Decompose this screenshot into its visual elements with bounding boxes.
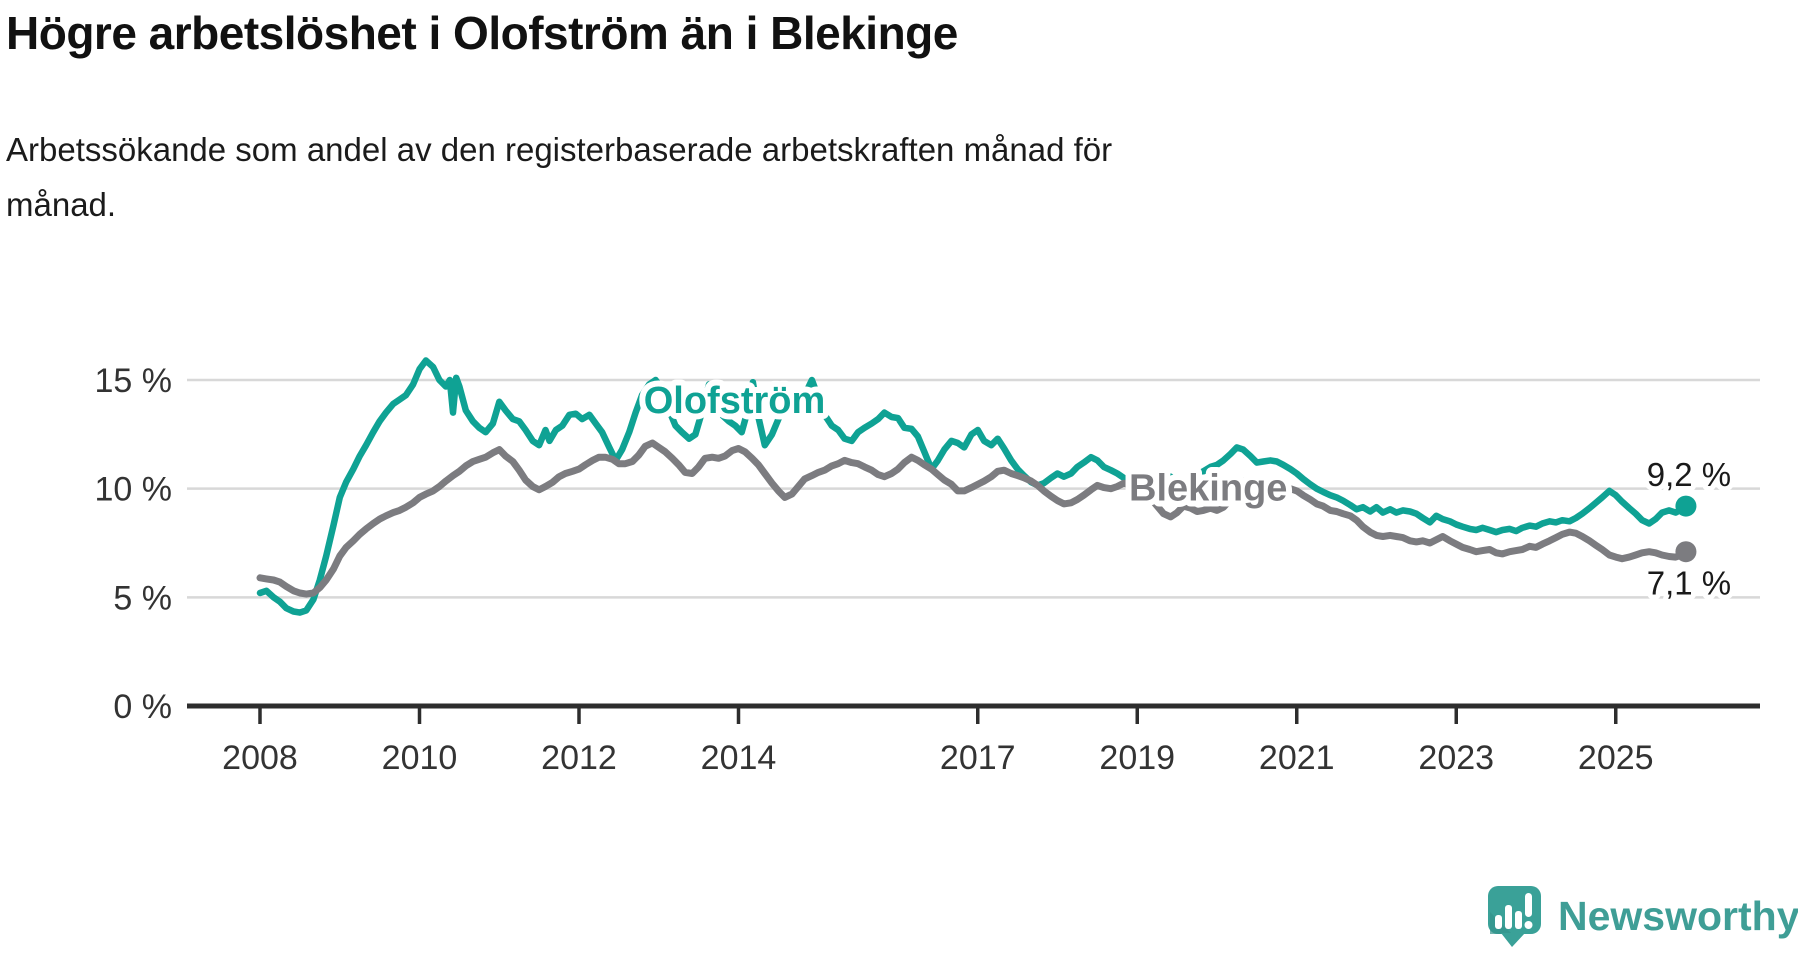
newsworthy-logo: Newsworthy	[1488, 886, 1798, 947]
series-line-blekinge	[256, 439, 1690, 598]
x-tick-label-2025: 2025	[1578, 739, 1654, 777]
newsworthy-wordmark: Newsworthy	[1558, 893, 1798, 939]
page-title: Högre arbetslöshet i Olofström än i Blek…	[6, 7, 958, 59]
series-annotations: Olofström 9,2 % Blekinge 7,1 %	[638, 374, 1736, 607]
y-tick-label-5: 5 %	[113, 579, 172, 617]
x-tick-label-2021: 2021	[1259, 739, 1335, 777]
x-axis-labels: 2008 2010 2012 2014 2017 2019 2021 2023 2025	[222, 739, 1653, 777]
x-tick-label-2008: 2008	[222, 739, 298, 777]
x-tick-label-2017: 2017	[940, 739, 1016, 777]
end-value-label-blekinge: 7,1 %	[1647, 565, 1731, 602]
series-line-olofström	[256, 357, 1690, 616]
y-axis-labels: 0 % 5 % 10 % 15 %	[95, 362, 173, 726]
end-dot-olofström	[1675, 495, 1697, 517]
series-lines	[256, 357, 1690, 616]
x-axis	[187, 703, 1760, 724]
chart-subtitle-line2: månad.	[6, 186, 117, 223]
series-label-olofström: Olofström	[644, 380, 826, 422]
end-value-label-olofström: 9,2 %	[1647, 456, 1731, 493]
y-tick-label-10: 10 %	[95, 471, 173, 509]
x-tick-label-2019: 2019	[1099, 739, 1175, 777]
y-tick-label-0: 0 %	[113, 688, 172, 726]
y-tick-label-15: 15 %	[95, 362, 173, 400]
end-dot-blekinge	[1675, 541, 1697, 563]
x-tick-label-2012: 2012	[541, 739, 617, 777]
x-tick-label-2010: 2010	[382, 739, 458, 777]
newsworthy-chart-bubble-icon	[1488, 886, 1541, 947]
chart-subtitle: Arbetssökande som andel av den registerb…	[6, 122, 1506, 232]
x-tick-label-2014: 2014	[701, 739, 777, 777]
series-label-blekinge: Blekinge	[1129, 468, 1287, 510]
chart-subtitle-line1: Arbetssökande som andel av den registerb…	[6, 131, 1113, 168]
x-tick-label-2023: 2023	[1418, 739, 1494, 777]
